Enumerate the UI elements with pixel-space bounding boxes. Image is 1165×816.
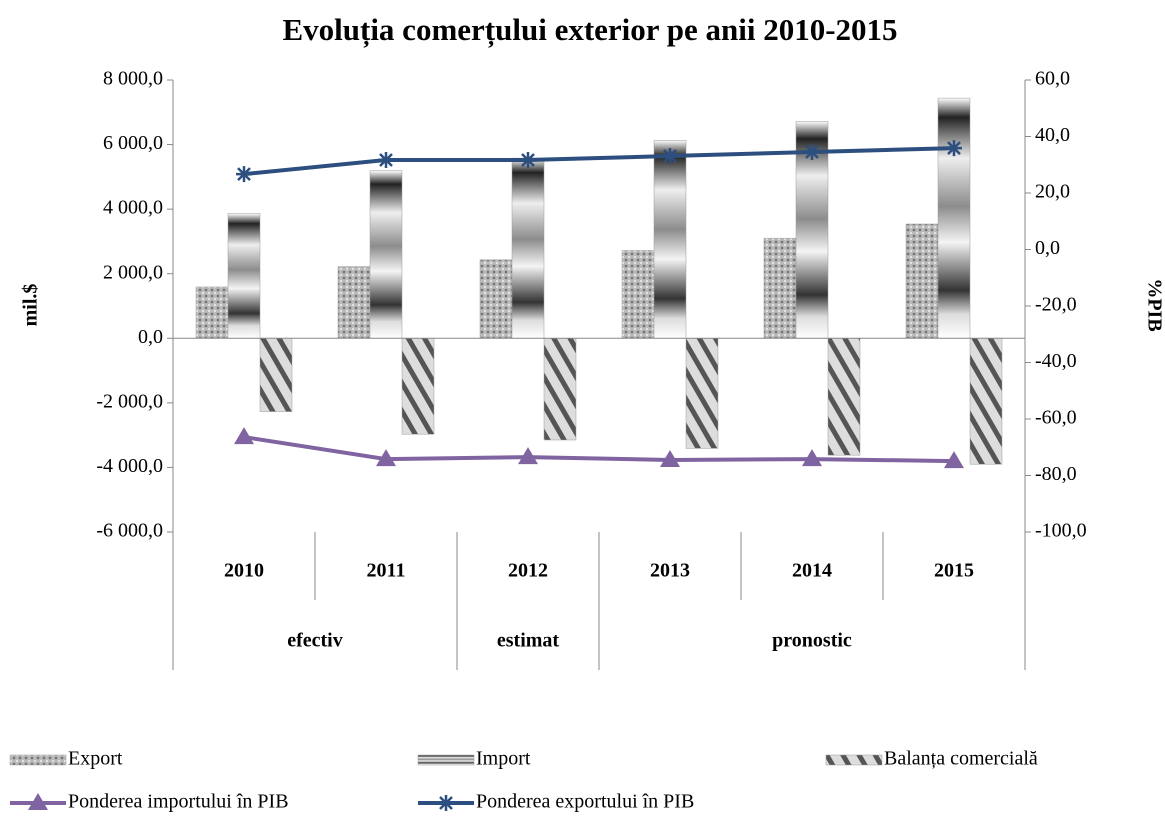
bar bbox=[827, 338, 861, 456]
y-tick-label: -4 000,0 bbox=[96, 455, 163, 477]
y-tick-label: 8 000,0 bbox=[103, 68, 163, 90]
marker bbox=[378, 151, 394, 168]
bar bbox=[259, 338, 293, 412]
marker bbox=[520, 151, 536, 168]
y2-axis-title: %PIB bbox=[1143, 278, 1165, 331]
x-tick-label: 2012 bbox=[508, 560, 548, 582]
marker bbox=[236, 166, 252, 183]
y-tick-label: -2 000,0 bbox=[96, 390, 163, 412]
marker bbox=[660, 449, 680, 467]
bar bbox=[905, 223, 939, 339]
legend-marker bbox=[438, 795, 454, 811]
marker bbox=[376, 449, 396, 467]
legend-label: Import bbox=[476, 748, 531, 770]
legend-label: Balanța comercială bbox=[884, 748, 1038, 770]
legend-swatch bbox=[417, 754, 475, 766]
y-axis-title: mil.$ bbox=[20, 284, 42, 327]
y2-tick-label: 60,0 bbox=[1035, 68, 1070, 90]
y-tick-label: 6 000,0 bbox=[103, 132, 163, 154]
group-label: efectiv bbox=[287, 630, 343, 652]
marker bbox=[802, 449, 822, 467]
y2-tick-label: -60,0 bbox=[1035, 407, 1077, 429]
bar bbox=[543, 338, 577, 441]
bar bbox=[937, 97, 971, 339]
bar bbox=[969, 338, 1003, 465]
marker bbox=[234, 427, 254, 445]
marker bbox=[944, 451, 964, 469]
y2-tick-label: -100,0 bbox=[1035, 520, 1087, 542]
bar bbox=[653, 140, 687, 339]
bar bbox=[369, 170, 403, 339]
y-tick-label: -6 000,0 bbox=[96, 520, 163, 542]
bar bbox=[685, 338, 719, 449]
marker bbox=[518, 447, 538, 465]
bar bbox=[227, 213, 261, 339]
group-label: pronostic bbox=[772, 630, 852, 652]
line bbox=[243, 435, 955, 464]
legend-label: Export bbox=[68, 748, 123, 770]
x-tick-label: 2010 bbox=[224, 560, 264, 582]
y-tick-label: 2 000,0 bbox=[103, 261, 163, 283]
legend-marker bbox=[28, 793, 48, 810]
x-tick-label: 2014 bbox=[792, 560, 832, 582]
y-tick-label: 0,0 bbox=[138, 326, 163, 348]
x-tick-label: 2013 bbox=[650, 560, 690, 582]
y-tick-label: 4 000,0 bbox=[103, 197, 163, 219]
bar bbox=[479, 259, 513, 339]
bar bbox=[337, 266, 371, 339]
legend-swatch bbox=[9, 754, 67, 766]
y2-tick-label: 40,0 bbox=[1035, 124, 1070, 146]
legend-swatch bbox=[825, 754, 883, 766]
x-tick-label: 2015 bbox=[934, 560, 974, 582]
bar bbox=[511, 157, 545, 339]
bar bbox=[621, 250, 655, 339]
x-tick-label: 2011 bbox=[367, 560, 406, 582]
y2-tick-label: 0,0 bbox=[1035, 237, 1060, 259]
marker bbox=[804, 144, 820, 161]
marker bbox=[946, 140, 962, 157]
legend-label: Ponderea exportului în PIB bbox=[476, 791, 694, 813]
group-label: estimat bbox=[497, 630, 560, 652]
legend-label: Ponderea importului în PIB bbox=[68, 791, 289, 813]
bar bbox=[401, 338, 435, 435]
chart-title: Evoluția comerțului exterior pe anii 201… bbox=[282, 12, 897, 48]
y2-tick-label: -20,0 bbox=[1035, 294, 1077, 316]
y2-tick-label: 20,0 bbox=[1035, 181, 1070, 203]
bar bbox=[763, 237, 797, 339]
bar bbox=[195, 286, 229, 339]
line bbox=[243, 146, 955, 177]
y2-tick-label: -40,0 bbox=[1035, 350, 1077, 372]
y2-tick-label: -80,0 bbox=[1035, 463, 1077, 485]
marker bbox=[662, 147, 678, 164]
